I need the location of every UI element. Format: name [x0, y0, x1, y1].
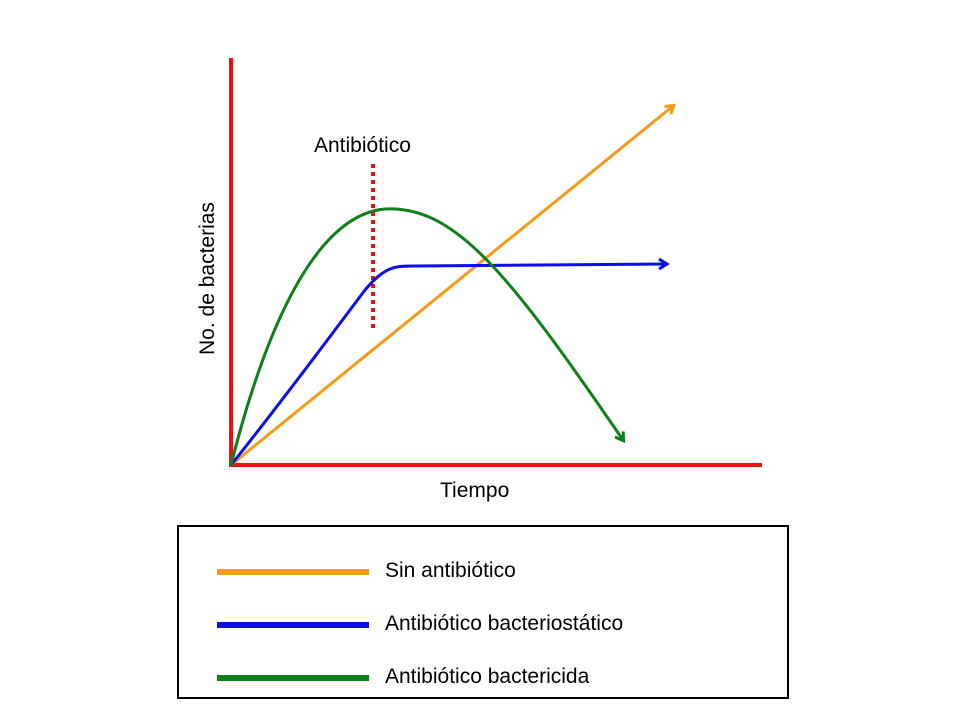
marker-label: Antibiótico: [314, 134, 411, 157]
legend-item-bactericidal: Antibiótico bactericida: [179, 663, 787, 693]
x-axis-label: Tiempo: [440, 479, 509, 502]
legend-label-bacteriostatic: Antibiótico bacteriostático: [385, 612, 624, 635]
legend-item-no-antibiotic: Sin antibiótico: [179, 557, 787, 587]
curve-bactericidal: [229, 207, 623, 466]
legend: Sin antibiótico Antibiótico bacteriostát…: [177, 525, 789, 699]
legend-swatch-no-antibiotic: [217, 569, 369, 575]
curve-bacteriostatic: [229, 264, 666, 466]
legend-item-bacteriostatic: Antibiótico bacteriostático: [179, 610, 787, 640]
legend-swatch-bactericidal: [217, 675, 369, 681]
curve-no-antibiotic: [230, 106, 673, 467]
legend-label-bactericidal: Antibiótico bactericida: [385, 665, 590, 688]
legend-label-no-antibiotic: Sin antibiótico: [385, 559, 516, 582]
legend-swatch-bacteriostatic: [217, 622, 369, 628]
y-axis-label: No. de bacterias: [196, 202, 219, 355]
